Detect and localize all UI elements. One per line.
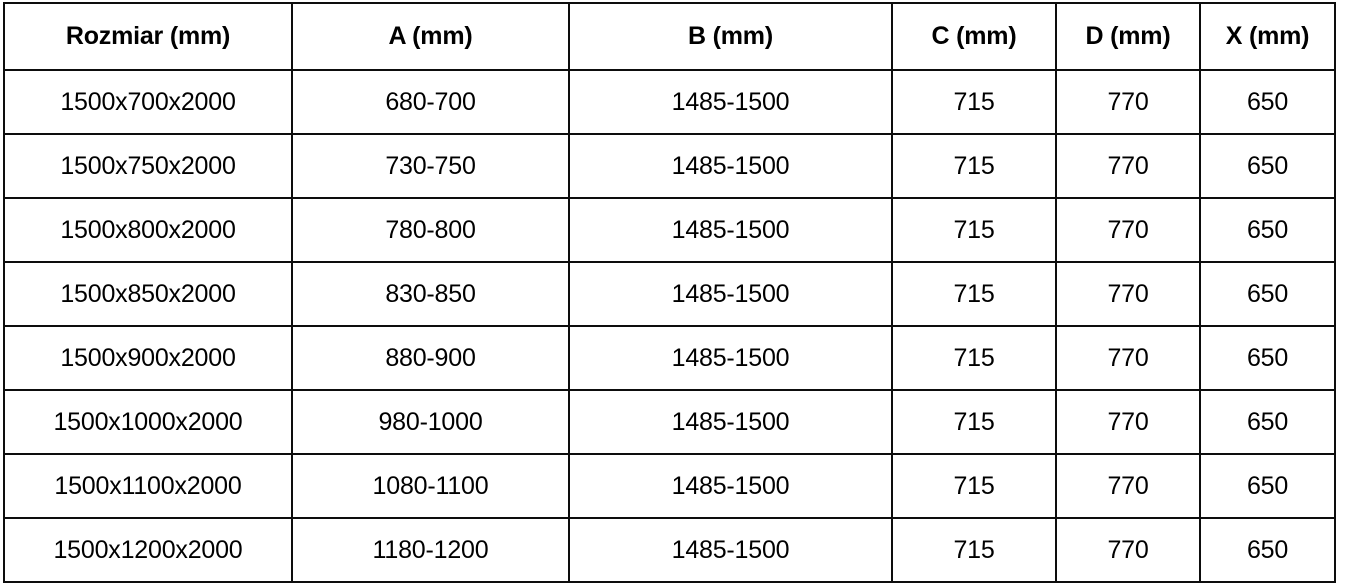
- cell-b: 1485-1500: [568, 325, 893, 391]
- cell-x: 650: [1199, 453, 1336, 519]
- cell-c: 715: [891, 133, 1057, 199]
- cell-b: 1485-1500: [568, 133, 893, 199]
- cell-a: 830-850: [291, 261, 570, 327]
- cell-size: 1500x850x2000: [3, 261, 293, 327]
- cell-c: 715: [891, 453, 1057, 519]
- column-header-d: D (mm): [1055, 2, 1201, 71]
- cell-size: 1500x700x2000: [3, 69, 293, 135]
- cell-size: 1500x900x2000: [3, 325, 293, 391]
- cell-d: 770: [1055, 325, 1201, 391]
- cell-d: 770: [1055, 453, 1201, 519]
- cell-x: 650: [1199, 261, 1336, 327]
- column-header-a: A (mm): [291, 2, 570, 71]
- dimensions-specification-table: Rozmiar (mm) A (mm) B (mm) C (mm) D (mm)…: [3, 2, 1336, 583]
- cell-x: 650: [1199, 133, 1336, 199]
- cell-x: 650: [1199, 69, 1336, 135]
- cell-c: 715: [891, 517, 1057, 583]
- cell-a: 680-700: [291, 69, 570, 135]
- table-row: 1500x700x2000 680-700 1485-1500 715 770 …: [3, 69, 1336, 135]
- cell-d: 770: [1055, 261, 1201, 327]
- cell-x: 650: [1199, 325, 1336, 391]
- cell-x: 650: [1199, 389, 1336, 455]
- table-row: 1500x1000x2000 980-1000 1485-1500 715 77…: [3, 389, 1336, 455]
- column-header-rozmiar: Rozmiar (mm): [3, 2, 293, 71]
- cell-x: 650: [1199, 197, 1336, 263]
- cell-b: 1485-1500: [568, 197, 893, 263]
- cell-a: 880-900: [291, 325, 570, 391]
- cell-size: 1500x800x2000: [3, 197, 293, 263]
- cell-d: 770: [1055, 69, 1201, 135]
- table-row: 1500x1100x2000 1080-1100 1485-1500 715 7…: [3, 453, 1336, 519]
- cell-d: 770: [1055, 517, 1201, 583]
- cell-c: 715: [891, 325, 1057, 391]
- table-row: 1500x900x2000 880-900 1485-1500 715 770 …: [3, 325, 1336, 391]
- cell-d: 770: [1055, 389, 1201, 455]
- cell-c: 715: [891, 389, 1057, 455]
- cell-a: 730-750: [291, 133, 570, 199]
- cell-b: 1485-1500: [568, 517, 893, 583]
- cell-x: 650: [1199, 517, 1336, 583]
- cell-a: 1180-1200: [291, 517, 570, 583]
- column-header-c: C (mm): [891, 2, 1057, 71]
- cell-a: 1080-1100: [291, 453, 570, 519]
- column-header-x: X (mm): [1199, 2, 1336, 71]
- cell-size: 1500x1100x2000: [3, 453, 293, 519]
- table-row: 1500x1200x2000 1180-1200 1485-1500 715 7…: [3, 517, 1336, 583]
- table-body: 1500x700x2000 680-700 1485-1500 715 770 …: [3, 69, 1336, 583]
- cell-c: 715: [891, 261, 1057, 327]
- cell-a: 780-800: [291, 197, 570, 263]
- cell-size: 1500x750x2000: [3, 133, 293, 199]
- cell-d: 770: [1055, 133, 1201, 199]
- cell-size: 1500x1000x2000: [3, 389, 293, 455]
- cell-c: 715: [891, 69, 1057, 135]
- table-row: 1500x750x2000 730-750 1485-1500 715 770 …: [3, 133, 1336, 199]
- cell-size: 1500x1200x2000: [3, 517, 293, 583]
- cell-b: 1485-1500: [568, 453, 893, 519]
- cell-a: 980-1000: [291, 389, 570, 455]
- table-row: 1500x850x2000 830-850 1485-1500 715 770 …: [3, 261, 1336, 327]
- table-header: Rozmiar (mm) A (mm) B (mm) C (mm) D (mm)…: [3, 2, 1336, 71]
- cell-b: 1485-1500: [568, 261, 893, 327]
- cell-c: 715: [891, 197, 1057, 263]
- cell-b: 1485-1500: [568, 389, 893, 455]
- cell-b: 1485-1500: [568, 69, 893, 135]
- cell-d: 770: [1055, 197, 1201, 263]
- table-header-row: Rozmiar (mm) A (mm) B (mm) C (mm) D (mm)…: [3, 2, 1336, 71]
- table-row: 1500x800x2000 780-800 1485-1500 715 770 …: [3, 197, 1336, 263]
- column-header-b: B (mm): [568, 2, 893, 71]
